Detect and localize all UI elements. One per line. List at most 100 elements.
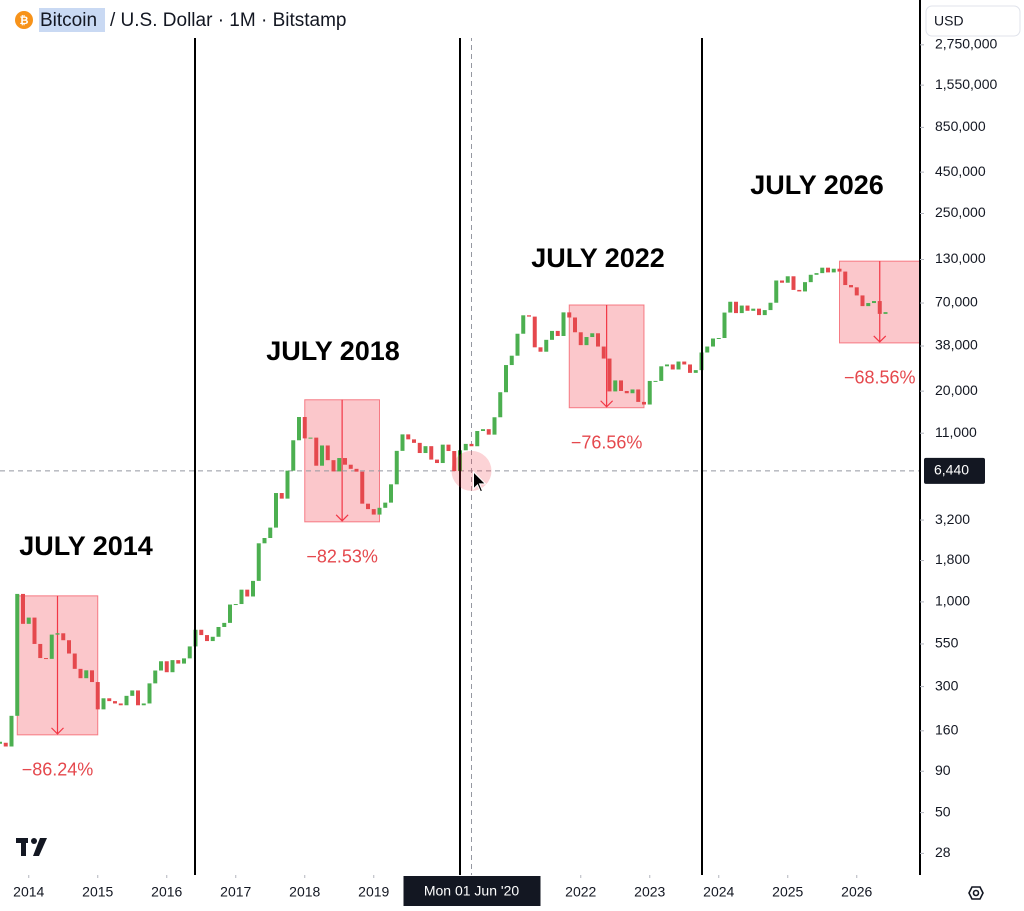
candle xyxy=(670,364,675,370)
candle xyxy=(26,617,31,624)
y-tick-label: 2,750,000 xyxy=(935,36,997,52)
candle xyxy=(532,316,537,348)
candle xyxy=(872,301,876,304)
candle xyxy=(803,282,807,292)
candle xyxy=(481,429,485,432)
candle xyxy=(757,308,761,316)
candle xyxy=(325,445,330,461)
candle xyxy=(515,333,520,356)
candle xyxy=(693,370,698,373)
candle xyxy=(153,670,158,684)
candle xyxy=(348,464,353,469)
candle xyxy=(21,593,25,624)
candle xyxy=(607,358,612,392)
x-tick-label: 2022 xyxy=(565,884,596,900)
candle xyxy=(613,380,618,392)
crosshair-price-label: 6,440 xyxy=(934,462,969,478)
x-tick-label: 2016 xyxy=(151,884,182,900)
candle xyxy=(0,741,2,744)
drawdown-label: −76.56% xyxy=(571,432,643,452)
x-tick-label: 2023 xyxy=(634,884,665,900)
candle xyxy=(331,460,336,472)
candle xyxy=(826,267,830,273)
candle xyxy=(302,417,307,439)
candle xyxy=(182,658,186,664)
cursor xyxy=(473,470,487,493)
candle xyxy=(722,312,727,339)
candle xyxy=(762,310,767,316)
candle xyxy=(285,470,290,499)
candle xyxy=(256,543,261,581)
candle xyxy=(647,380,652,405)
drawdown-arrowhead xyxy=(335,514,349,522)
candle xyxy=(412,439,416,443)
y-tick-label: 90 xyxy=(935,762,951,778)
period-heading: JULY 2022 xyxy=(531,243,665,273)
candle xyxy=(521,315,526,334)
candle xyxy=(596,333,600,347)
candle xyxy=(274,493,278,528)
candle xyxy=(849,285,853,288)
candle xyxy=(860,295,865,307)
candle xyxy=(337,458,342,472)
y-tick-label: 160 xyxy=(935,722,959,738)
x-tick-label: 2019 xyxy=(358,884,389,900)
candle xyxy=(38,643,43,659)
crosshair-date-label: Mon 01 Jun '20 xyxy=(424,883,520,899)
y-tick-label: 850,000 xyxy=(935,118,986,134)
y-tick-label: 130,000 xyxy=(935,250,986,266)
candle xyxy=(463,443,468,451)
candle xyxy=(578,332,583,346)
drawdown-label: −68.56% xyxy=(844,368,916,388)
candle xyxy=(164,661,169,673)
candle xyxy=(797,289,802,292)
candle xyxy=(141,703,146,706)
candle xyxy=(739,305,744,314)
symbol[interactable]: Bitcoin xyxy=(40,10,97,31)
candle xyxy=(78,668,83,679)
candle xyxy=(561,312,566,336)
candle xyxy=(377,507,382,515)
candle xyxy=(676,361,681,370)
x-tick-label: 2017 xyxy=(220,884,251,900)
candle xyxy=(774,280,779,303)
candle xyxy=(233,604,238,606)
candle xyxy=(15,593,20,716)
y-tick-label: 38,000 xyxy=(935,337,978,353)
candle xyxy=(279,493,284,499)
candle xyxy=(9,715,14,747)
x-tick-label: 2018 xyxy=(289,884,320,900)
currency-button[interactable] xyxy=(925,5,1021,37)
y-tick-label: 3,200 xyxy=(935,511,970,527)
candle xyxy=(245,589,250,597)
candle xyxy=(619,380,623,391)
candle xyxy=(440,444,445,464)
symbol-description: / U.S. Dollar · 1M · Bitstamp xyxy=(110,10,347,31)
candle xyxy=(268,527,273,539)
candle xyxy=(866,303,871,307)
candle xyxy=(808,274,813,283)
plot-area xyxy=(0,0,921,875)
settings-icon[interactable] xyxy=(968,886,984,900)
candle xyxy=(417,442,422,454)
candle xyxy=(624,390,629,394)
currency-label[interactable]: USD xyxy=(934,13,964,29)
candle xyxy=(199,629,204,636)
candle xyxy=(716,338,721,340)
candle xyxy=(435,459,439,464)
y-tick-label: 1,800 xyxy=(935,551,970,567)
header-bg xyxy=(0,0,918,38)
candle xyxy=(130,690,135,696)
candle xyxy=(3,742,8,747)
candle xyxy=(262,538,267,544)
candle xyxy=(320,445,324,466)
candle xyxy=(883,312,888,314)
candle xyxy=(567,312,572,318)
candle xyxy=(101,698,106,710)
candle xyxy=(653,380,658,382)
candle xyxy=(538,347,543,352)
candle xyxy=(780,280,784,283)
candle xyxy=(601,346,606,359)
candle xyxy=(176,660,181,664)
